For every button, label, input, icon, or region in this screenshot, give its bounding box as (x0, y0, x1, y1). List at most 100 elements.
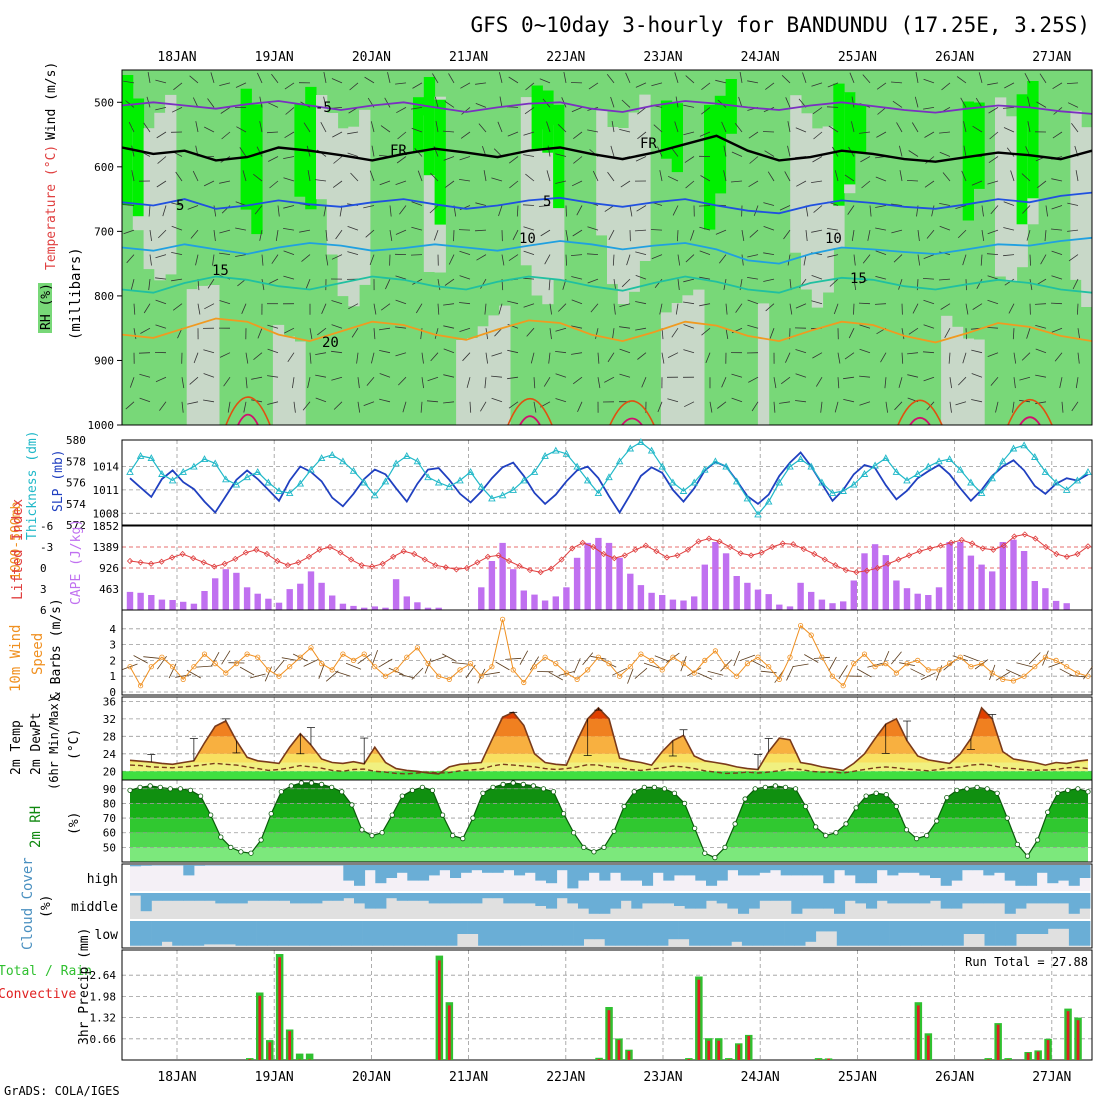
wind-barb (962, 254, 967, 266)
lifted-index-marker (348, 556, 355, 563)
wind-barb (126, 254, 135, 264)
wind-barb (963, 145, 967, 157)
cloud-cover-cell (812, 865, 824, 876)
thickness-marker (381, 477, 390, 485)
cloud-layer-label: high (87, 872, 118, 887)
cloud-cover-cell (876, 865, 888, 871)
wind-barb (587, 129, 599, 133)
thickness-marker (296, 479, 305, 487)
wind-barb (540, 229, 551, 237)
wind-barb (267, 278, 279, 285)
wind-barb (195, 254, 199, 266)
wind-barb (685, 254, 695, 263)
cloud-cover-cell (887, 893, 899, 904)
wind-speed-marker (233, 660, 239, 667)
wind-barb (763, 252, 775, 255)
cloud-cover-cell (322, 893, 334, 901)
wind-barb (223, 376, 231, 387)
wind-barb (837, 377, 840, 389)
thickness-marker (637, 438, 645, 446)
contour-label: FR (390, 143, 407, 159)
temperature-band (130, 753, 1088, 763)
wind-barb (315, 397, 327, 403)
wind-barb (139, 397, 151, 403)
cape-bar (190, 603, 198, 610)
rh-marker (924, 832, 930, 839)
wind-barb (675, 303, 679, 315)
cloud-cover-cell (383, 921, 395, 946)
wind-barb (715, 79, 727, 84)
thickness-marker (520, 476, 528, 484)
wind-barb (197, 303, 201, 315)
cloud-cover-cell (668, 921, 679, 940)
rh-marker (1024, 853, 1031, 859)
wind-barb (741, 230, 745, 241)
thickness-marker (285, 489, 294, 497)
lifted-index-marker (884, 560, 892, 567)
wind-barb (508, 156, 519, 164)
wind-speed-marker (393, 667, 399, 673)
wind-speed-marker (872, 664, 878, 670)
cape-bar (914, 593, 921, 610)
wind-barb (1052, 82, 1063, 90)
wind-barb (1028, 652, 1041, 665)
isotherm-line (909, 416, 931, 426)
wind-barb (315, 179, 327, 182)
cloud-cover-cell (930, 893, 942, 901)
lifted-index-marker (548, 565, 555, 572)
wind-speed-marker (712, 648, 719, 654)
thickness-marker (669, 478, 677, 486)
wind-barb (765, 303, 775, 312)
y-tick-label: 2 (109, 654, 116, 667)
wind-barb (748, 131, 759, 139)
cloud-cover-cell (535, 865, 547, 881)
rh-marker (500, 781, 506, 788)
wind-barb (507, 324, 519, 329)
cloud-cover-cell (393, 921, 405, 946)
rh-light-cell (499, 305, 511, 425)
wind-barb (395, 299, 407, 305)
wind-barb (899, 170, 903, 182)
wind-barb (709, 401, 713, 413)
rh-marker (742, 796, 748, 802)
lifted-index-marker (274, 557, 281, 565)
cloud-cover-cell (236, 893, 248, 904)
lifted-index-marker (832, 562, 839, 569)
rh-light-cell (822, 126, 834, 293)
wind-barb (347, 152, 359, 157)
wind-barb (851, 96, 855, 108)
lifted-index-marker (558, 556, 565, 563)
wind-barb (785, 97, 791, 108)
wind-barb (612, 328, 615, 340)
wind-speed-marker (489, 664, 495, 670)
wind-speed-marker (201, 651, 208, 657)
y-tick-label: 900 (94, 354, 114, 367)
wind-speed-marker (276, 673, 282, 679)
cloud-cover-cell (236, 865, 248, 866)
date-label: 18JAN (157, 50, 196, 65)
lifted-index-marker (516, 562, 523, 569)
wind-barb (565, 230, 569, 241)
lifted-index-marker (874, 564, 881, 572)
thickness-marker (147, 454, 156, 462)
wind-barb (466, 377, 471, 388)
rh-marker (137, 784, 143, 790)
rh-light-cell (542, 129, 554, 305)
cloud-cover-cell (674, 893, 686, 906)
wind-barb (608, 229, 615, 240)
lifted-index-marker (842, 567, 849, 574)
cloud-cover-cell (1047, 893, 1059, 904)
wind-barb (626, 254, 631, 266)
wind-barb (555, 153, 567, 157)
cape-bar (871, 544, 879, 610)
rh-light-cell (423, 115, 436, 273)
wind-barb (734, 123, 743, 133)
wind-barb (789, 303, 793, 315)
cloud-cover-cell (855, 865, 867, 884)
wind-barb (444, 100, 455, 108)
wind-barb (922, 351, 935, 354)
thickness-marker (1020, 441, 1028, 449)
wind-barb (587, 278, 599, 284)
cloud-cover-cell (268, 865, 280, 866)
